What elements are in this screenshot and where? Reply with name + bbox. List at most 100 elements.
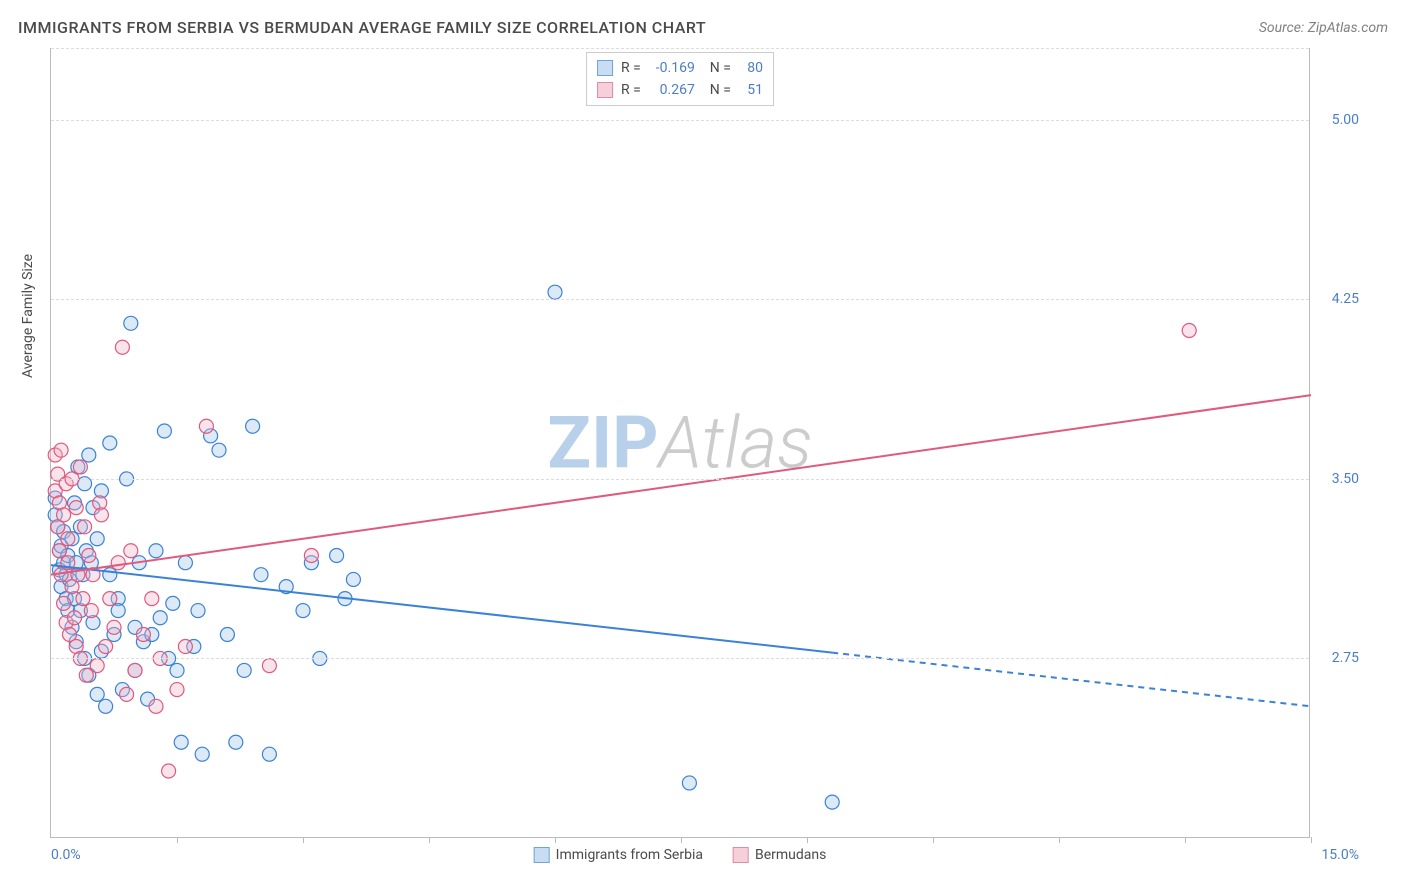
data-point bbox=[330, 549, 344, 563]
data-point bbox=[170, 683, 184, 697]
gridline bbox=[51, 48, 1309, 49]
legend-n-value-serbia: 80 bbox=[739, 57, 763, 79]
correlation-legend: R = -0.169 N = 80 R = 0.267 N = 51 bbox=[586, 52, 774, 106]
legend-n-label: N = bbox=[703, 79, 731, 101]
data-point bbox=[254, 568, 268, 582]
data-point bbox=[191, 604, 205, 618]
chart-header: IMMIGRANTS FROM SERBIA VS BERMUDAN AVERA… bbox=[18, 18, 1388, 37]
data-point bbox=[103, 568, 117, 582]
data-point bbox=[166, 596, 180, 610]
data-point bbox=[57, 596, 71, 610]
data-point bbox=[149, 699, 163, 713]
data-point bbox=[229, 735, 243, 749]
data-point bbox=[84, 604, 98, 618]
data-point bbox=[199, 419, 213, 433]
chart-plot-area: ZIPAtlas R = -0.169 N = 80 R = 0.267 N =… bbox=[50, 48, 1310, 838]
data-point bbox=[682, 776, 696, 790]
data-point bbox=[90, 532, 104, 546]
legend-r-value-bermudan: 0.267 bbox=[649, 79, 695, 101]
data-point bbox=[69, 501, 83, 515]
data-point bbox=[296, 604, 310, 618]
x-tick bbox=[429, 837, 430, 843]
x-tick bbox=[681, 837, 682, 843]
x-tick bbox=[933, 837, 934, 843]
data-point bbox=[124, 544, 138, 558]
y-tick-label: 5.00 bbox=[1319, 112, 1359, 128]
data-point bbox=[61, 532, 75, 546]
series-legend: Immigrants from Serbia Bermudans bbox=[534, 847, 827, 863]
data-point bbox=[124, 316, 138, 330]
data-point bbox=[178, 639, 192, 653]
legend-r-label: R = bbox=[621, 79, 641, 101]
legend-r-value-serbia: -0.169 bbox=[649, 57, 695, 79]
data-point bbox=[128, 663, 142, 677]
data-point bbox=[82, 448, 96, 462]
data-point bbox=[52, 544, 66, 558]
data-point bbox=[99, 699, 113, 713]
data-point bbox=[90, 659, 104, 673]
x-axis-min-label: 0.0% bbox=[51, 847, 81, 863]
data-point bbox=[246, 419, 260, 433]
gridline bbox=[51, 299, 1309, 300]
data-point bbox=[79, 668, 93, 682]
chart-title: IMMIGRANTS FROM SERBIA VS BERMUDAN AVERA… bbox=[18, 18, 706, 37]
x-tick bbox=[303, 837, 304, 843]
legend-swatch-serbia-bottom bbox=[534, 847, 550, 863]
data-point bbox=[103, 436, 117, 450]
data-point bbox=[825, 795, 839, 809]
data-point bbox=[120, 687, 134, 701]
legend-label-bermudan: Bermudans bbox=[755, 847, 826, 863]
data-point bbox=[78, 520, 92, 534]
x-tick bbox=[1185, 837, 1186, 843]
legend-swatch-bermudan bbox=[597, 82, 613, 98]
data-point bbox=[346, 572, 360, 586]
data-point bbox=[99, 639, 113, 653]
x-tick bbox=[1311, 837, 1312, 843]
data-point bbox=[262, 659, 276, 673]
data-point bbox=[76, 592, 90, 606]
data-point bbox=[90, 687, 104, 701]
legend-row-bermudan: R = 0.267 N = 51 bbox=[597, 79, 763, 101]
legend-r-label: R = bbox=[621, 57, 641, 79]
data-point bbox=[304, 549, 318, 563]
y-axis-title: Average Family Size bbox=[20, 254, 36, 378]
y-tick-label: 4.25 bbox=[1319, 291, 1359, 307]
legend-item-serbia: Immigrants from Serbia bbox=[534, 847, 703, 863]
data-point bbox=[82, 549, 96, 563]
data-point bbox=[195, 747, 209, 761]
x-tick bbox=[807, 837, 808, 843]
regression-line bbox=[51, 395, 1311, 575]
data-point bbox=[548, 285, 562, 299]
data-point bbox=[220, 628, 234, 642]
data-point bbox=[145, 592, 159, 606]
data-point bbox=[115, 340, 129, 354]
gridline bbox=[51, 120, 1309, 121]
legend-row-serbia: R = -0.169 N = 80 bbox=[597, 57, 763, 79]
y-tick-label: 2.75 bbox=[1319, 650, 1359, 666]
x-axis-max-label: 15.0% bbox=[1321, 847, 1359, 863]
x-tick bbox=[1059, 837, 1060, 843]
legend-swatch-serbia bbox=[597, 60, 613, 76]
data-point bbox=[1182, 323, 1196, 337]
legend-item-bermudan: Bermudans bbox=[733, 847, 826, 863]
scatter-svg bbox=[51, 48, 1309, 837]
data-point bbox=[107, 620, 121, 634]
legend-label-serbia: Immigrants from Serbia bbox=[556, 847, 703, 863]
data-point bbox=[57, 508, 71, 522]
data-point bbox=[162, 764, 176, 778]
y-tick-label: 3.50 bbox=[1319, 471, 1359, 487]
legend-n-label: N = bbox=[703, 57, 731, 79]
gridline bbox=[51, 479, 1309, 480]
gridline bbox=[51, 658, 1309, 659]
legend-n-value-bermudan: 51 bbox=[739, 79, 763, 101]
data-point bbox=[111, 556, 125, 570]
data-point bbox=[157, 424, 171, 438]
data-point bbox=[170, 663, 184, 677]
data-point bbox=[103, 592, 117, 606]
data-point bbox=[262, 747, 276, 761]
data-point bbox=[94, 508, 108, 522]
data-point bbox=[54, 443, 68, 457]
data-point bbox=[178, 556, 192, 570]
source-attribution: Source: ZipAtlas.com bbox=[1259, 20, 1388, 36]
regression-line-extrapolated bbox=[832, 653, 1311, 707]
